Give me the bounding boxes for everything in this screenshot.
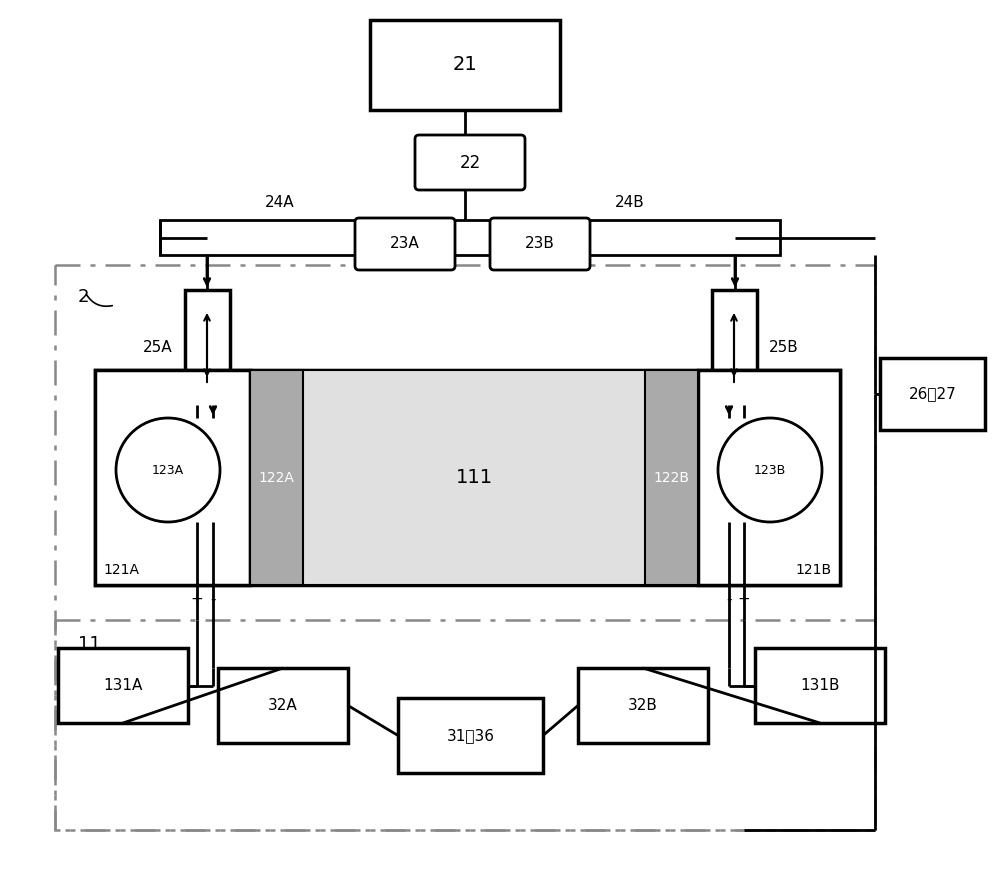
Text: 25B: 25B [769,339,799,354]
Text: 121A: 121A [103,563,139,577]
Text: 123A: 123A [152,463,184,476]
Text: 26、27: 26、27 [909,386,956,401]
Text: 2: 2 [78,288,90,306]
Text: +: + [738,591,750,606]
Bar [95,370,840,585]
Text: -: - [726,591,732,606]
Text: 123B: 123B [754,463,786,476]
FancyBboxPatch shape [355,218,455,270]
Bar [250,370,303,585]
Text: +: + [191,591,203,606]
Bar [250,370,698,585]
Bar [712,290,757,405]
Text: 23B: 23B [525,237,555,252]
Text: 111: 111 [455,468,493,487]
Bar [645,370,698,585]
Text: 32B: 32B [628,698,658,713]
FancyBboxPatch shape [415,135,525,190]
Text: -: - [210,591,216,606]
Text: 131B: 131B [800,678,840,693]
Bar [578,668,708,743]
Bar [55,620,875,830]
Bar [58,648,188,723]
Text: 24B: 24B [615,195,645,210]
Text: 122B: 122B [654,470,690,484]
Text: 22: 22 [459,154,481,171]
Bar [755,648,885,723]
Bar [55,265,875,830]
Bar [185,290,230,405]
Text: 24A: 24A [265,195,295,210]
Bar [95,370,250,585]
Bar [370,20,560,110]
Bar [880,358,985,430]
Text: 32A: 32A [268,698,298,713]
Text: 122A: 122A [259,470,294,484]
Text: 21: 21 [453,56,477,74]
Bar [160,220,780,255]
Text: 25A: 25A [143,339,173,354]
Text: 131A: 131A [103,678,143,693]
Bar [698,370,840,585]
Text: 11: 11 [78,635,101,653]
Text: 23A: 23A [390,237,420,252]
Bar [218,668,348,743]
Bar [398,698,543,773]
Text: 121B: 121B [796,563,832,577]
FancyBboxPatch shape [490,218,590,270]
Text: 31，36: 31，36 [446,728,494,743]
